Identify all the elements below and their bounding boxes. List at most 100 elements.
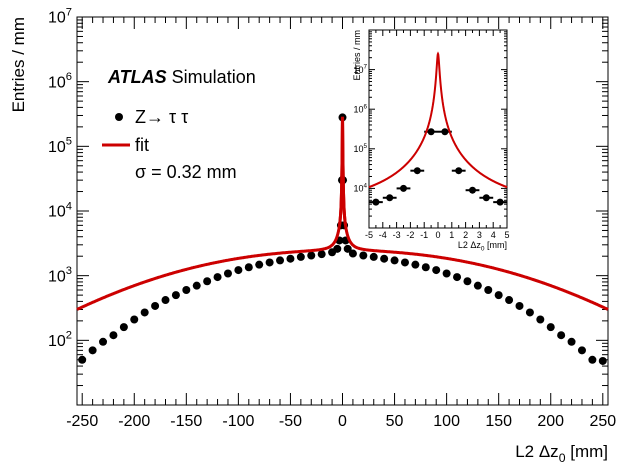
data-point [588, 355, 597, 364]
y-tick-exponent: 4 [66, 200, 72, 212]
data-point [130, 315, 139, 324]
x-tick-label: 0 [338, 413, 347, 430]
data-point [567, 337, 576, 346]
data-point [453, 273, 462, 282]
x-axis-title: L2 Δz0 [mm] [458, 240, 507, 253]
x-tick-label: 5 [504, 230, 509, 240]
x-tick-label: 4 [491, 230, 496, 240]
y-tick-base: 10 [48, 333, 66, 350]
y-tick-base: 10 [353, 144, 363, 154]
x-tick-label: -4 [379, 230, 387, 240]
y-tick-exponent: 7 [363, 64, 367, 71]
data-point [151, 301, 160, 310]
x-tick-label: -250 [66, 413, 98, 430]
y-tick-label: 104 [353, 183, 367, 194]
legend: Z→ τ τ fit σ = 0.32 mm [102, 107, 237, 182]
y-tick-exponent: 5 [363, 143, 367, 150]
x-tick-label: 50 [386, 413, 404, 430]
x-tick-label: 0 [435, 230, 440, 240]
x-tick-label: -3 [393, 230, 401, 240]
x-tick-label: 250 [589, 413, 616, 430]
data-point [505, 296, 514, 305]
y-tick-exponent: 7 [66, 6, 72, 18]
data-point [359, 251, 368, 260]
y-tick-label: 102 [48, 330, 72, 350]
x-tick-label: -50 [279, 413, 302, 430]
legend-marker-icon [115, 113, 123, 121]
x-axis-title-unit: [mm] [566, 442, 609, 461]
x-axis-title: L2 Δz0 [mm] [515, 442, 608, 465]
data-point [380, 254, 389, 263]
data-point [244, 263, 253, 272]
y-tick-base: 10 [48, 74, 66, 91]
x-axis-title-unit: [mm] [485, 240, 508, 250]
y-tick-base: 10 [48, 268, 66, 285]
main-plot: -250 -200 -150 -100 -50 0 50 100 150 200 250102103… [9, 6, 616, 465]
data-point [99, 337, 108, 346]
atlas-label: ATLAS Simulation [107, 67, 256, 87]
data-point [390, 256, 399, 265]
data-point [234, 266, 243, 275]
data-point [442, 269, 451, 278]
data-point [515, 301, 524, 310]
y-tick-base: 10 [48, 139, 66, 156]
data-point [317, 250, 326, 259]
x-axis-title-main: L2 Δz [515, 442, 559, 461]
x-tick-label: 2 [463, 230, 468, 240]
data-point [223, 269, 232, 278]
y-tick-exponent: 4 [363, 183, 367, 190]
inset-data-point [427, 128, 435, 136]
data-point [119, 323, 128, 332]
y-tick-label: 105 [48, 136, 72, 156]
data-point [307, 251, 316, 260]
legend-label: fit [135, 135, 149, 155]
data-point [88, 346, 97, 355]
inset-data-point [441, 128, 449, 136]
data-point [276, 256, 285, 265]
data-point [348, 249, 357, 258]
inset-data-point [469, 186, 476, 194]
fit-curve-peak [337, 116, 348, 227]
x-axis-title-sub: 0 [559, 451, 566, 465]
x-tick-label: -200 [118, 413, 150, 430]
data-point [140, 308, 149, 317]
x-tick-label: 200 [537, 413, 564, 430]
y-tick-base: 10 [48, 10, 66, 27]
x-tick-label: 100 [433, 413, 460, 430]
data-point [161, 296, 170, 305]
data-point [536, 315, 545, 324]
data-point [598, 356, 607, 365]
x-tick-label: -100 [222, 413, 254, 430]
data-point [577, 346, 586, 355]
data-point [203, 277, 212, 286]
data-points [78, 113, 607, 365]
inset-data-point [455, 167, 463, 175]
x-tick-label: -1 [420, 230, 428, 240]
sigma-annotation: σ = 0.32 mm [135, 162, 237, 182]
data-point [286, 254, 295, 263]
data-point [484, 286, 493, 295]
inset-data-point [482, 194, 490, 202]
x-tick-label: -150 [170, 413, 202, 430]
inset-data-point [372, 198, 380, 206]
y-axis-title: Entries / mm [9, 17, 28, 112]
y-tick-label: 104 [48, 200, 72, 220]
y-tick-base: 10 [48, 204, 66, 221]
y-tick-exponent: 3 [66, 265, 72, 277]
y-tick-label: 103 [48, 265, 72, 285]
data-point [473, 281, 482, 290]
y-tick-exponent: 5 [66, 136, 72, 148]
y-tick-base: 10 [353, 104, 363, 114]
data-point [463, 277, 472, 286]
y-axis-title: Entries / mm [352, 30, 362, 81]
x-tick-label: 1 [449, 230, 454, 240]
inset-data-point [413, 167, 421, 175]
x-axis-title-main: L2 Δz [458, 240, 482, 250]
y-tick-exponent: 6 [363, 103, 367, 110]
inset-fit-curve [368, 51, 508, 189]
data-point [182, 286, 191, 295]
atlas-label-sim: Simulation [172, 67, 256, 87]
y-tick-base: 10 [353, 65, 363, 75]
